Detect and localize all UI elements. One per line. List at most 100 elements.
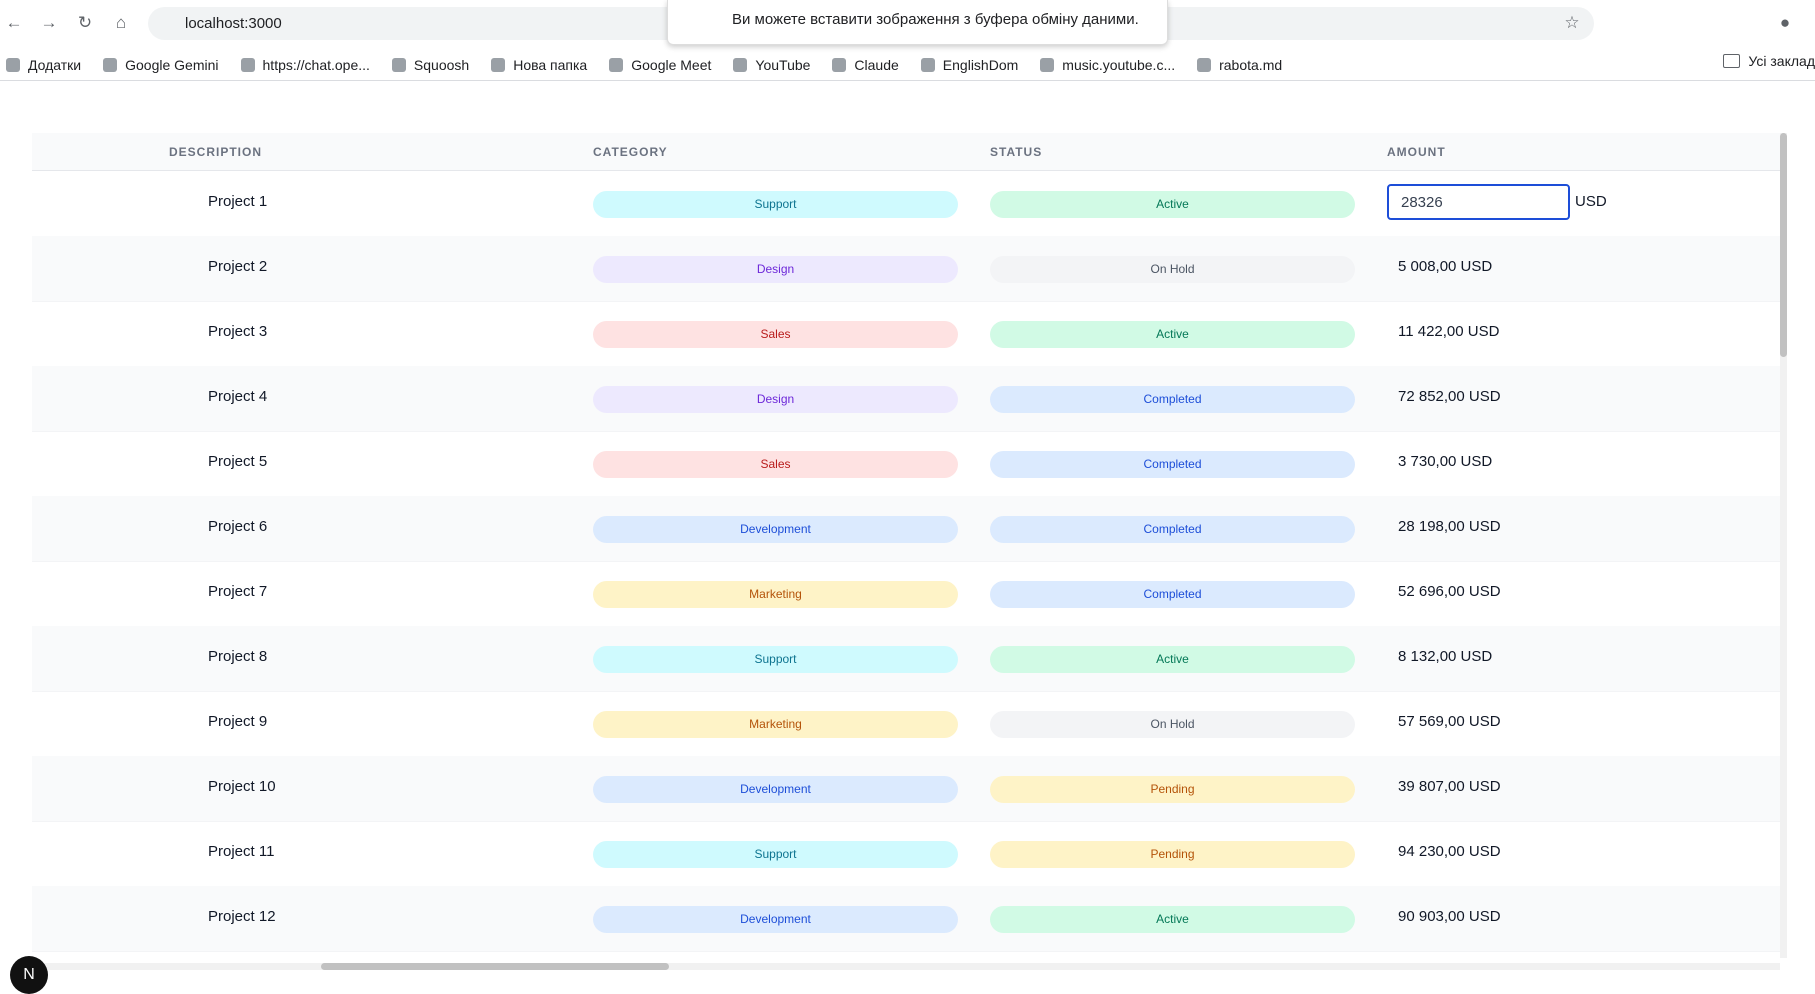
category-badge: Development <box>593 776 958 803</box>
bookmark-icon <box>391 57 406 72</box>
bookmark-icon <box>240 57 255 72</box>
bookmark[interactable]: Нова папка <box>491 57 587 73</box>
table-row: Project 9 Marketing On Hold 57 569,00 USD <box>32 691 1780 757</box>
table-row: Project 2 Design On Hold 5 008,00 USD <box>32 236 1780 302</box>
table-row: Project 8 Support Active 8 132,00 USD <box>32 626 1780 692</box>
all-bookmarks[interactable]: Усі заклад <box>1723 53 1815 69</box>
bookmark[interactable]: Squoosh <box>391 56 470 73</box>
tooltip-text: Ви можете вставити зображення з буфера о… <box>732 11 1139 28</box>
bookmark-label: Google Gemini <box>125 56 219 73</box>
description-cell: Project 4 <box>208 388 268 405</box>
bookmark-icon <box>609 57 624 72</box>
clipboard-tooltip: Ви можете вставити зображення з буфера о… <box>667 0 1168 45</box>
table-row: Project 11 Support Pending 94 230,00 USD <box>32 821 1780 887</box>
description-cell: Project 7 <box>208 583 268 600</box>
data-table: DESCRIPTION CATEGORY STATUS AMOUNT Project … <box>32 133 1780 958</box>
amount-unit: USD <box>1575 193 1607 210</box>
home-button[interactable]: ⌂ <box>115 13 127 32</box>
bookmark[interactable]: Google Gemini <box>103 56 219 73</box>
table-header: DESCRIPTION CATEGORY STATUS AMOUNT <box>32 133 1780 171</box>
description-cell: Project 11 <box>208 843 275 860</box>
category-badge: Support <box>593 841 958 868</box>
bookmark-icon <box>733 57 748 72</box>
category-badge: Design <box>593 386 958 413</box>
bookmark-label: EnglishDom <box>942 56 1019 73</box>
bookmark-icon <box>103 57 118 72</box>
status-badge: Pending <box>990 841 1355 868</box>
category-badge: Marketing <box>593 711 958 738</box>
back-button[interactable]: ← <box>5 13 23 32</box>
next-dev-badge[interactable]: N <box>10 956 48 994</box>
amount-cell: 52 696,00 USD <box>1398 583 1501 600</box>
status-badge: On Hold <box>990 256 1355 283</box>
category-badge: Marketing <box>593 581 958 608</box>
bookmark-icon <box>832 57 847 72</box>
bookmark-icon <box>491 57 506 72</box>
all-bookmarks-label: Усі заклад <box>1748 53 1815 69</box>
amount-cell: 28 198,00 USD <box>1398 518 1501 535</box>
bookmark-label: rabota.md <box>1219 56 1283 73</box>
table-row: Project 12 Development Active 90 903,00 USD <box>32 886 1780 952</box>
status-badge: Active <box>990 646 1355 673</box>
profile-avatar[interactable]: ● <box>1779 13 1791 32</box>
table-row: Project 10 Development Pending 39 807,00 US… <box>32 756 1780 822</box>
status-badge: Active <box>990 191 1355 218</box>
column-header: AMOUNT <box>1387 145 1446 159</box>
amount-cell: 5 008,00 USD <box>1398 258 1493 275</box>
bookmark-label: Додатки <box>28 56 82 73</box>
table-row: Project 7 Marketing Completed 52 696,00 USD <box>32 561 1780 627</box>
description-cell: Project 3 <box>208 323 268 340</box>
amount-cell: 94 230,00 USD <box>1398 843 1501 860</box>
reload-button[interactable]: ↻ <box>77 13 93 32</box>
amount-cell: 72 852,00 USD <box>1398 388 1501 405</box>
amount-cell: 8 132,00 USD <box>1398 648 1493 665</box>
bookmark[interactable]: Claude <box>832 57 899 73</box>
description-cell: Project 6 <box>208 518 268 535</box>
bookmark[interactable]: EnglishDom <box>920 56 1019 73</box>
description-cell: Project 12 <box>208 908 276 925</box>
bookmark-label: https://chat.ope... <box>262 56 370 73</box>
horizontal-scroll-thumb[interactable] <box>321 963 669 970</box>
bookmark-star[interactable]: ☆ <box>1564 13 1580 32</box>
url[interactable]: localhost:3000 <box>185 15 282 32</box>
folder-icon <box>1723 54 1741 68</box>
bookmark[interactable]: YouTube <box>733 57 810 73</box>
amount-cell: 39 807,00 USD <box>1398 778 1501 795</box>
description-cell: Project 2 <box>208 258 268 275</box>
description-cell: Project 5 <box>208 453 268 470</box>
status-badge: Completed <box>990 451 1355 478</box>
status-badge: Active <box>990 906 1355 933</box>
horizontal-scrollbar[interactable] <box>32 963 1780 970</box>
bookmark-label: music.youtube.c... <box>1062 56 1176 73</box>
table-row: Project 4 Design Completed 72 852,00 USD <box>32 366 1780 432</box>
description-cell: Project 9 <box>208 713 268 730</box>
category-badge: Sales <box>593 451 958 478</box>
status-badge: Pending <box>990 776 1355 803</box>
bookmark[interactable]: Google Meet <box>609 57 711 73</box>
description-cell: Project 8 <box>208 648 268 665</box>
vertical-scrollbar[interactable] <box>1780 133 1787 958</box>
description-cell: Project 1 <box>208 193 268 210</box>
bookmark[interactable]: music.youtube.c... <box>1040 57 1175 73</box>
bookmark-label: Squoosh <box>413 56 470 73</box>
bookmark[interactable]: Додатки <box>6 57 81 73</box>
bookmark-label: Нова папка <box>513 56 588 73</box>
table-row: Project 1 Support Active 28326 USD <box>32 171 1780 237</box>
column-header: CATEGORY <box>593 145 668 159</box>
status-badge: On Hold <box>990 711 1355 738</box>
description-cell: Project 10 <box>208 778 276 795</box>
category-badge: Development <box>593 906 958 933</box>
amount-input[interactable]: 28326 <box>1387 184 1570 220</box>
category-badge: Design <box>593 256 958 283</box>
forward-button[interactable]: → <box>40 13 58 32</box>
vertical-scroll-thumb[interactable] <box>1780 133 1787 357</box>
bookmark-icon <box>6 57 20 72</box>
category-badge: Sales <box>593 321 958 348</box>
bookmark-icon <box>1040 57 1055 72</box>
bookmark[interactable]: rabota.md <box>1197 57 1282 73</box>
bookmark[interactable]: https://chat.ope... <box>240 56 370 73</box>
column-header: STATUS <box>990 145 1043 159</box>
table-row: Project 6 Development Completed 28 198,00 U… <box>32 496 1780 562</box>
table-row: Project 3 Sales Active 11 422,00 USD <box>32 301 1780 367</box>
